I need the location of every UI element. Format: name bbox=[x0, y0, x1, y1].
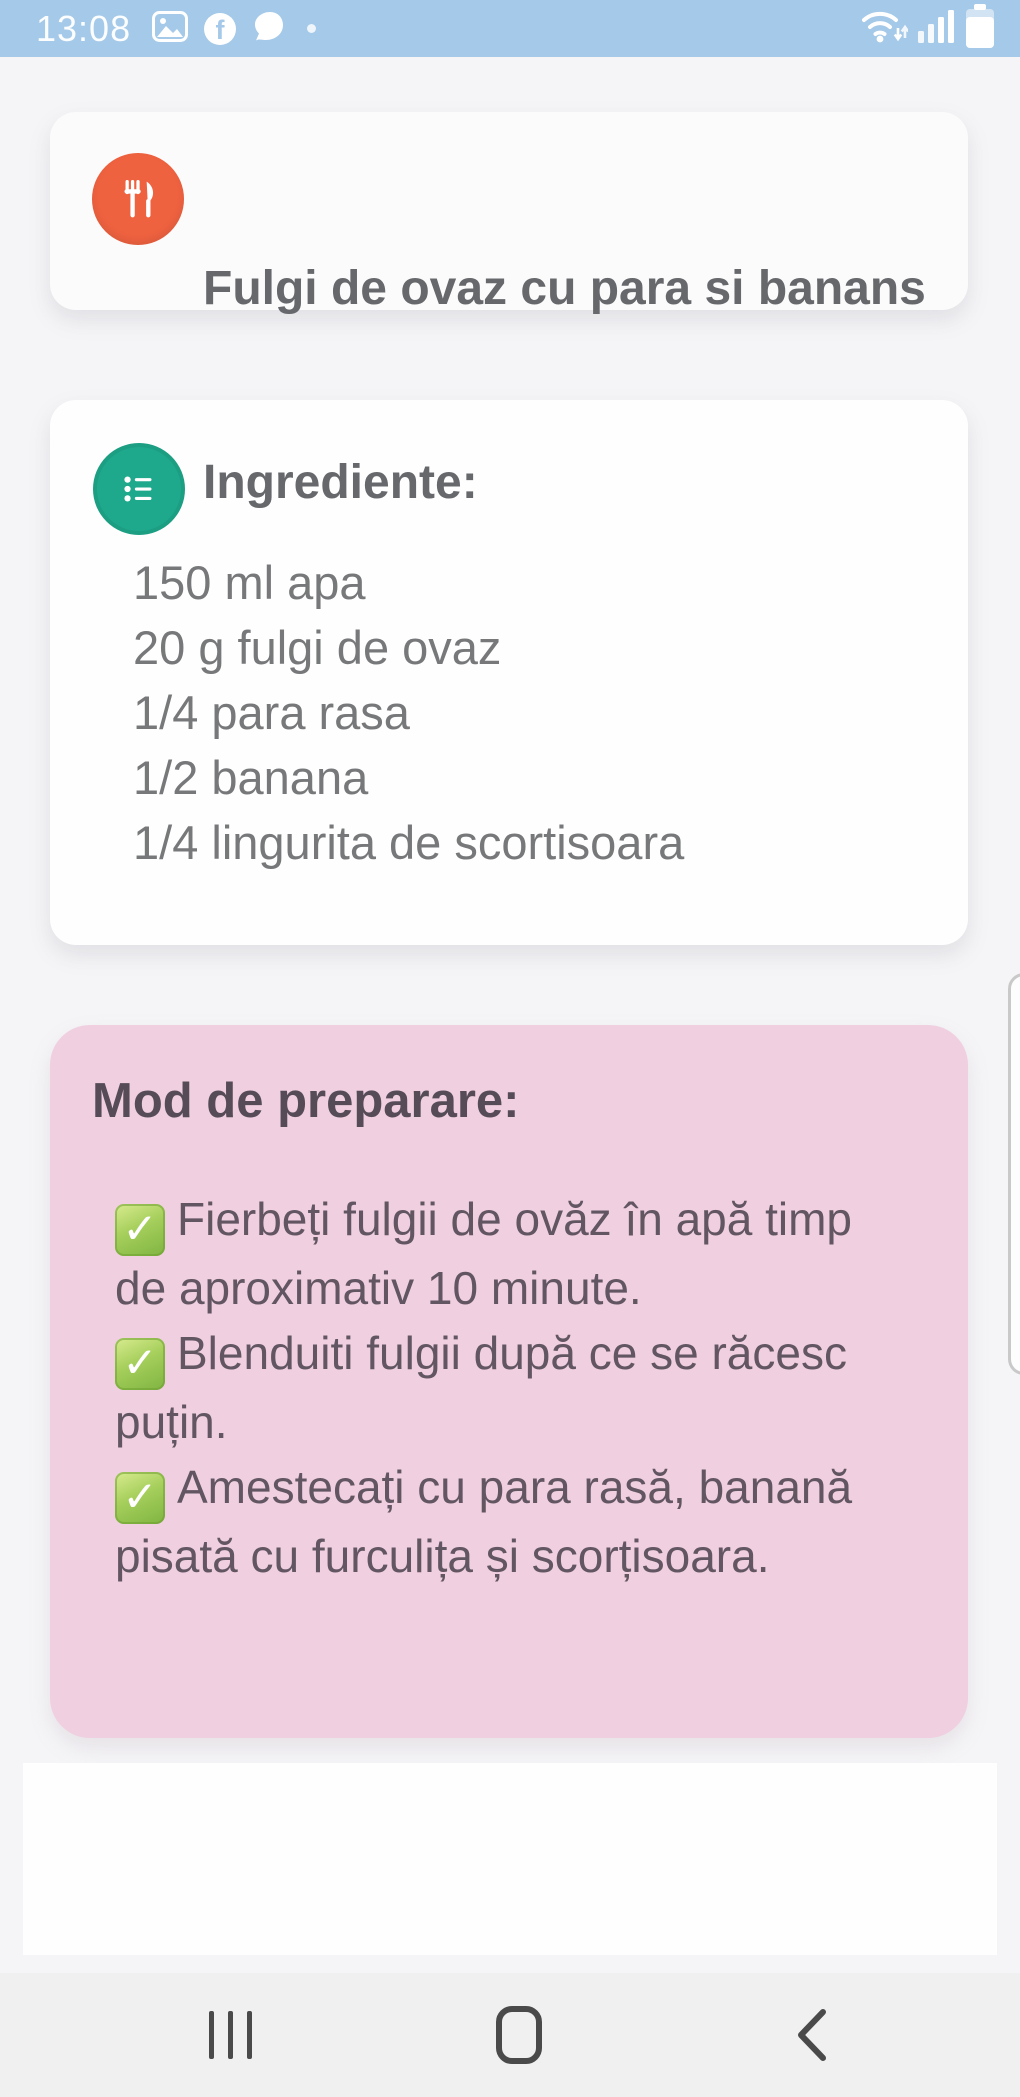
chat-bubble-icon bbox=[252, 10, 285, 48]
ingredients-list: 150 ml apa 20 g fulgi de ovaz 1/4 para r… bbox=[133, 550, 684, 875]
step-text: Amestecați cu para rasă, banană pisată c… bbox=[115, 1461, 853, 1582]
preparation-card: Mod de preparare: ✓ Fierbeți fulgii de ov… bbox=[50, 1025, 968, 1738]
check-icon: ✓ bbox=[115, 1338, 165, 1390]
facebook-icon: f bbox=[204, 12, 236, 45]
recents-button[interactable] bbox=[170, 1973, 290, 2097]
clock: 13:08 bbox=[36, 8, 132, 49]
back-button[interactable] bbox=[751, 1973, 871, 2097]
preparation-step: ✓ Fierbeți fulgii de ovăz în apă timp de … bbox=[115, 1187, 860, 1321]
step-text: Blenduiti fulgii după ce se răcesc puțin… bbox=[115, 1327, 847, 1448]
cutlery-icon bbox=[92, 153, 184, 245]
preparation-step: ✓ Blenduiti fulgii după ce se răcesc puți… bbox=[115, 1321, 860, 1455]
home-button[interactable] bbox=[459, 1973, 579, 2097]
step-text: Fierbeți fulgii de ovăz în apă timp de a… bbox=[115, 1193, 853, 1314]
navigation-bar bbox=[0, 1973, 1020, 2097]
notification-icons: f bbox=[152, 0, 316, 57]
wifi-icon bbox=[860, 6, 910, 51]
ingredients-card: Ingrediente: 150 ml apa 20 g fulgi de ov… bbox=[50, 400, 968, 945]
ingredient-item: 1/2 banana bbox=[133, 751, 369, 804]
preparation-heading: Mod de preparare: bbox=[92, 1074, 520, 1128]
status-bar: 13:08 f bbox=[0, 0, 1020, 57]
preparation-steps: ✓ Fierbeți fulgii de ovăz în apă timp de … bbox=[115, 1187, 860, 1589]
ingredient-item: 1/4 para rasa bbox=[133, 686, 410, 739]
ingredient-item: 1/4 lingurita de scortisoara bbox=[133, 816, 685, 869]
preparation-step: ✓ Amestecați cu para rasă, banană pisată … bbox=[115, 1455, 860, 1589]
recipe-title-card: Fulgi de ovaz cu para si banans bbox=[50, 112, 968, 315]
gallery-icon bbox=[152, 10, 188, 47]
battery-icon bbox=[966, 4, 994, 53]
notification-dot bbox=[307, 24, 316, 33]
ingredient-item: 20 g fulgi de ovaz bbox=[133, 621, 502, 674]
back-icon bbox=[798, 2009, 826, 2061]
action-area: Adauga reteta la meniu bbox=[23, 1763, 997, 1955]
check-icon: ✓ bbox=[115, 1204, 165, 1256]
recents-icon bbox=[208, 2011, 214, 2059]
recipe-title: Fulgi de ovaz cu para si banans bbox=[203, 262, 926, 315]
signal-strength-icon bbox=[918, 9, 956, 48]
home-icon bbox=[496, 2006, 542, 2064]
list-icon bbox=[93, 443, 185, 535]
check-icon: ✓ bbox=[115, 1472, 165, 1524]
edge-panel-handle[interactable] bbox=[1008, 973, 1020, 1375]
ingredients-heading: Ingrediente: bbox=[203, 456, 478, 509]
ingredient-item: 150 ml apa bbox=[133, 556, 366, 609]
system-icons bbox=[860, 0, 994, 57]
